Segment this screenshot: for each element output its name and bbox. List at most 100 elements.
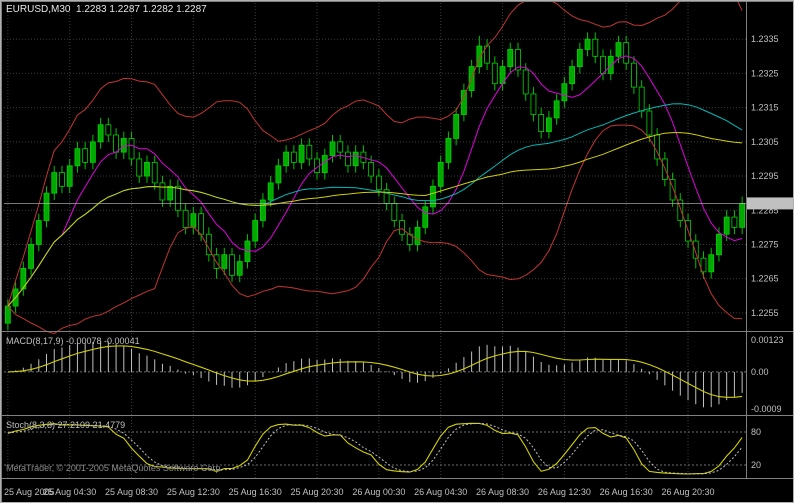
macd-tick-label: 0.00123 [751,335,784,345]
price-tick-label: 1.2335 [751,34,779,44]
candle-body [352,151,359,167]
candle-body [82,148,89,163]
candle-body [538,114,545,132]
candle-body [159,182,166,201]
candle-body [561,83,568,102]
candle-body [700,257,707,273]
candle-body [74,148,81,167]
candle-body [422,206,429,228]
candle-body [515,49,521,71]
candle-body [437,161,444,187]
time-axis-label: 26 Aug 08:30 [476,487,529,497]
candle-body [607,55,614,74]
candle-body [198,213,204,235]
candle-body [638,86,645,112]
candle-body [113,134,119,153]
price-tick-label: 1.2275 [751,239,779,249]
overlay-bollinger-upper [7,1,743,307]
candle-body [368,161,375,177]
candle-body [337,141,344,153]
price-tick-label: 1.2325 [751,68,779,78]
time-axis-label: 26 Aug 04:30 [414,487,467,497]
price-tick-label: 1.2295 [751,171,779,181]
candle-body [731,216,738,228]
candle-body [615,42,622,57]
overlay-bollinger-lower [7,124,743,335]
candle-body [522,69,529,95]
candle-body [677,199,684,221]
time-axis-label: 25 Aug 20:30 [291,487,344,497]
candle-body [229,254,235,276]
candle-body [260,199,266,221]
candle-body [306,144,313,160]
candle-body [631,62,637,88]
candle-body [175,185,181,211]
macd-tick-label: -0.0009 [751,404,782,414]
candle-body [375,175,382,191]
candle-body [283,151,290,167]
macd-tick-label: 0.00 [751,367,769,377]
time-axis-label: 26 Aug 20:30 [662,487,715,497]
candle-body [584,38,591,50]
candle-body [576,49,583,67]
overlay-ma-fast [7,55,743,307]
candle-body [623,42,630,64]
candle-body [723,216,730,235]
candle-body [476,45,483,67]
candle-body [507,49,514,67]
time-axis[interactable] [1,480,794,503]
candle-body [491,62,498,85]
candle-body [530,93,537,115]
candle-body [59,172,65,187]
candle-body [716,233,722,256]
stoch-level-label: 80 [751,427,761,437]
stoch-main-line [7,422,743,475]
candle-body [244,240,251,262]
candle-body [35,220,42,245]
current-price-marker [747,197,793,210]
candle-body [105,124,112,136]
macd-signal-line [7,345,743,398]
candle-body [267,182,274,201]
candle-body [600,55,606,74]
time-axis-label: 25 Aug 12:30 [167,487,220,497]
price-tick-label: 1.2315 [751,103,779,113]
candle-body [321,155,328,174]
candle-body [290,151,297,163]
candle-body [43,192,50,221]
candle-body [190,213,197,228]
time-axis-label: 26 Aug 16:30 [600,487,653,497]
candle-body [646,110,653,136]
time-axis-label: 25 Aug 08:30 [105,487,158,497]
candle-body [128,138,135,160]
candle-body [329,141,336,156]
candle-body [167,185,174,201]
candle-body [236,261,243,276]
price-axis[interactable] [747,1,794,478]
candle-body [28,244,34,269]
price-tick-label: 1.2305 [751,137,779,147]
candle-body [453,114,460,139]
candle-body [66,165,73,187]
candle-body [89,141,96,163]
time-axis-label: 25 Aug 04:30 [43,487,96,497]
time-axis-label: 26 Aug 00:30 [352,487,405,497]
candle-body [592,38,599,57]
current-price-label: 1.2287 [751,199,779,209]
candle-body [97,124,104,143]
candle-body [252,220,259,242]
time-axis-label: 25 Aug 16:30 [229,487,282,497]
candle-body [414,226,421,245]
price-tick-label: 1.2255 [751,308,779,318]
candle-body [298,144,305,163]
candle-body [569,66,575,85]
candle-body [391,203,398,221]
overlay-ma-slow [7,132,743,307]
candle-body [120,138,127,153]
candle-body [399,220,405,235]
candle-body [460,90,467,115]
